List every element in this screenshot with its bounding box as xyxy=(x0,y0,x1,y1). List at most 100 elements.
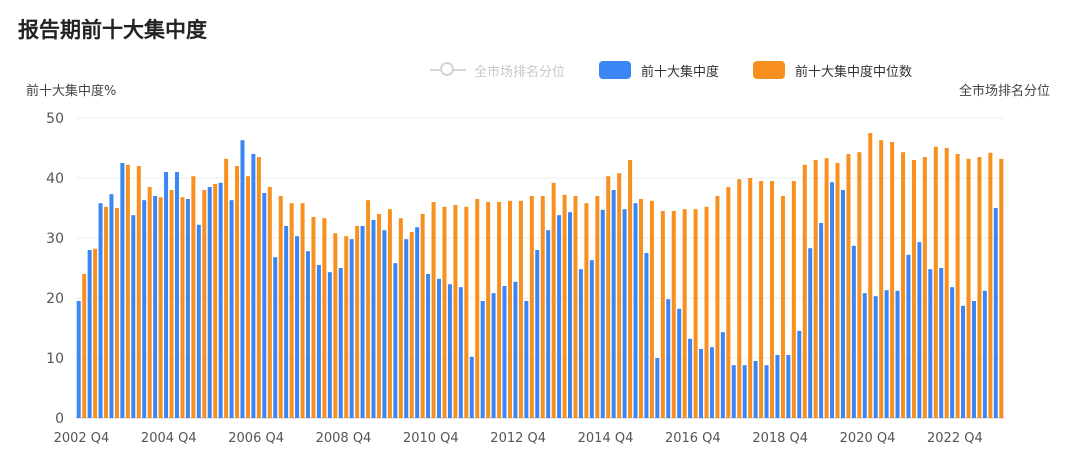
bar-top10-median[interactable] xyxy=(202,190,207,418)
bar-top10-concentration[interactable] xyxy=(327,272,332,418)
bar-top10-concentration[interactable] xyxy=(731,365,736,418)
bar-top10-median[interactable] xyxy=(169,190,174,418)
bar-top10-median[interactable] xyxy=(256,157,261,418)
bar-top10-median[interactable] xyxy=(846,154,851,418)
bar-top10-concentration[interactable] xyxy=(709,347,714,418)
bar-top10-median[interactable] xyxy=(977,157,982,418)
bar-top10-median[interactable] xyxy=(737,179,742,418)
bar-top10-concentration[interactable] xyxy=(633,203,638,418)
bar-top10-median[interactable] xyxy=(475,199,480,418)
bar-top10-median[interactable] xyxy=(180,197,185,418)
bar-top10-concentration[interactable] xyxy=(786,355,791,418)
bar-top10-median[interactable] xyxy=(813,160,818,418)
bar-top10-concentration[interactable] xyxy=(589,260,594,418)
bar-top10-concentration[interactable] xyxy=(338,268,343,418)
bar-top10-concentration[interactable] xyxy=(600,209,605,418)
bar-top10-concentration[interactable] xyxy=(120,163,125,418)
bar-top10-concentration[interactable] xyxy=(939,268,944,418)
bar-top10-concentration[interactable] xyxy=(819,223,824,418)
bar-top10-median[interactable] xyxy=(464,206,469,418)
bar-top10-median[interactable] xyxy=(431,202,436,418)
bar-top10-concentration[interactable] xyxy=(426,274,431,418)
bar-top10-median[interactable] xyxy=(518,200,523,418)
bar-top10-concentration[interactable] xyxy=(153,196,158,418)
bar-top10-median[interactable] xyxy=(267,187,272,418)
bar-top10-concentration[interactable] xyxy=(185,199,190,418)
bar-top10-median[interactable] xyxy=(660,211,665,418)
bar-top10-concentration[interactable] xyxy=(196,224,201,418)
bar-top10-median[interactable] xyxy=(628,160,633,418)
bar-top10-concentration[interactable] xyxy=(950,287,955,418)
bar-top10-median[interactable] xyxy=(213,184,218,418)
bar-top10-median[interactable] xyxy=(158,197,163,418)
bar-top10-median[interactable] xyxy=(398,218,403,418)
bar-top10-concentration[interactable] xyxy=(961,305,966,418)
bar-top10-concentration[interactable] xyxy=(382,230,387,418)
bar-top10-median[interactable] xyxy=(682,209,687,418)
bar-top10-median[interactable] xyxy=(901,152,906,418)
bar-top10-concentration[interactable] xyxy=(502,286,507,418)
bar-top10-concentration[interactable] xyxy=(873,296,878,418)
bar-top10-concentration[interactable] xyxy=(305,251,310,418)
bar-top10-median[interactable] xyxy=(311,217,316,418)
bar-top10-median[interactable] xyxy=(890,142,895,418)
bar-top10-concentration[interactable] xyxy=(775,355,780,418)
bar-top10-concentration[interactable] xyxy=(917,242,922,418)
bar-top10-median[interactable] xyxy=(420,214,425,418)
bar-top10-median[interactable] xyxy=(366,200,371,418)
bar-top10-concentration[interactable] xyxy=(251,154,256,418)
bar-top10-concentration[interactable] xyxy=(109,194,114,418)
bar-top10-median[interactable] xyxy=(617,173,622,418)
bar-top10-concentration[interactable] xyxy=(98,203,103,418)
bar-top10-concentration[interactable] xyxy=(742,365,747,418)
bar-top10-median[interactable] xyxy=(224,158,229,419)
bar-top10-concentration[interactable] xyxy=(207,187,212,418)
bar-top10-median[interactable] xyxy=(693,209,698,418)
bar-top10-concentration[interactable] xyxy=(797,331,802,418)
bar-top10-concentration[interactable] xyxy=(982,290,987,418)
bar-top10-median[interactable] xyxy=(770,181,775,418)
bar-top10-concentration[interactable] xyxy=(971,301,976,418)
bar-top10-concentration[interactable] xyxy=(513,281,518,418)
bar-top10-median[interactable] xyxy=(540,196,545,418)
bar-top10-median[interactable] xyxy=(486,202,491,418)
bar-top10-concentration[interactable] xyxy=(524,301,529,418)
legend-item-market-percentile[interactable]: 全市场排名分位 xyxy=(430,61,565,80)
bar-top10-median[interactable] xyxy=(988,152,993,419)
bar-top10-median[interactable] xyxy=(835,163,840,418)
bar-top10-concentration[interactable] xyxy=(993,208,998,418)
bar-top10-median[interactable] xyxy=(136,166,141,418)
bar-top10-median[interactable] xyxy=(529,196,534,418)
bar-top10-median[interactable] xyxy=(245,176,250,418)
bar-top10-median[interactable] xyxy=(453,205,458,418)
bar-top10-concentration[interactable] xyxy=(447,284,452,418)
bar-top10-concentration[interactable] xyxy=(458,287,463,418)
bar-top10-median[interactable] xyxy=(322,218,327,418)
bar-top10-concentration[interactable] xyxy=(840,190,845,418)
bar-top10-concentration[interactable] xyxy=(273,257,278,418)
bar-top10-concentration[interactable] xyxy=(76,301,81,418)
bar-top10-median[interactable] xyxy=(911,160,916,418)
legend-item-top10-median[interactable]: 前十大集中度中位数 xyxy=(753,61,912,80)
bar-top10-concentration[interactable] xyxy=(655,358,660,418)
bar-top10-concentration[interactable] xyxy=(371,220,376,418)
bar-top10-concentration[interactable] xyxy=(131,215,136,418)
bar-top10-median[interactable] xyxy=(507,200,512,418)
bar-top10-concentration[interactable] xyxy=(851,245,856,418)
bar-top10-concentration[interactable] xyxy=(491,293,496,418)
bar-top10-median[interactable] xyxy=(966,158,971,419)
bar-top10-concentration[interactable] xyxy=(218,182,223,418)
bar-top10-median[interactable] xyxy=(671,211,676,418)
bar-top10-median[interactable] xyxy=(278,196,283,418)
bar-top10-concentration[interactable] xyxy=(568,212,573,418)
bar-top10-concentration[interactable] xyxy=(644,253,649,418)
bar-top10-median[interactable] xyxy=(104,206,109,418)
bar-top10-median[interactable] xyxy=(922,157,927,418)
bar-top10-concentration[interactable] xyxy=(884,290,889,418)
bar-top10-concentration[interactable] xyxy=(174,172,179,418)
bar-top10-concentration[interactable] xyxy=(895,290,900,418)
bar-top10-median[interactable] xyxy=(715,196,720,418)
bar-top10-concentration[interactable] xyxy=(699,349,704,418)
bar-top10-concentration[interactable] xyxy=(906,254,911,418)
bar-top10-median[interactable] xyxy=(726,187,731,418)
